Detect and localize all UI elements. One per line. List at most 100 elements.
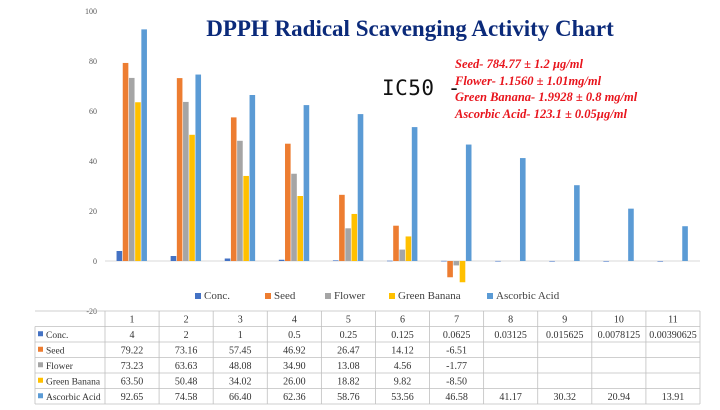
- table-cell: 53.56: [391, 392, 414, 403]
- bar-flower-3: [237, 140, 243, 261]
- table-cell: 57.45: [229, 346, 252, 357]
- bar-flower-7: [453, 261, 460, 266]
- y-tick-label: 80: [89, 57, 97, 66]
- table-cell: 34.90: [283, 361, 306, 372]
- table-cell: -6.51: [446, 346, 467, 357]
- legend-entry-seed: Seed: [274, 290, 296, 302]
- ic50-line-ascorbic-acid: Ascorbic Acid- 123.1 ± 0.05µg/ml: [455, 106, 627, 121]
- bar-green-banana-3: [243, 175, 249, 261]
- bar-green-banana-7: [459, 261, 466, 283]
- bar-flower-4: [291, 173, 297, 261]
- table-header-cell: 6: [400, 315, 405, 326]
- table-cell: 73.16: [175, 346, 198, 357]
- table-cell: 46.58: [445, 392, 468, 403]
- table-cell: 41.17: [499, 392, 522, 403]
- table-cell: 0.5: [288, 330, 301, 341]
- table-header-cell: 2: [184, 315, 189, 326]
- bar-conc-11: [657, 260, 664, 262]
- table-cell: -8.50: [446, 377, 467, 388]
- y-tick-label: 60: [89, 107, 97, 116]
- table-cell: 13.91: [662, 392, 685, 403]
- bar-conc-9: [549, 260, 555, 262]
- bar-green-banana-6: [405, 236, 412, 261]
- table-cell: 30.32: [554, 392, 577, 403]
- data-table: 1 2 3 4 5 6 7 8 9 10 11 Conc. 4 2 1 0.5 0.25 0.125 0.0625 0…: [34, 310, 701, 405]
- table-header-cell: 1: [130, 315, 135, 326]
- table-cell: 4.56: [394, 361, 412, 372]
- legend-swatch-conc: [195, 293, 201, 299]
- table-cell: 0.0625: [443, 330, 471, 341]
- y-tick-label: -20: [86, 307, 97, 316]
- table-row-label-ascorbic-acid: Ascorbic Acid: [46, 393, 101, 403]
- table-cell: 0.125: [391, 330, 414, 341]
- table-cell: 58.76: [337, 392, 360, 403]
- legend-swatch-flower: [325, 293, 331, 299]
- ic50-annotation: Seed- 784.77 ± 1.2 µg/ml Flower- 1.1560 …: [455, 56, 637, 122]
- table-header-cell: 5: [346, 315, 351, 326]
- table-cell: 0.00390625: [649, 330, 697, 341]
- bar-seed-5: [339, 194, 345, 261]
- bar-seed-6: [393, 225, 399, 261]
- table-cell: 62.36: [283, 392, 306, 403]
- table-cell: 20.94: [608, 392, 631, 403]
- bar-green-banana-5: [351, 213, 358, 261]
- ic50-line-flower: Flower- 1.1560 ± 1.01mg/ml: [455, 73, 602, 88]
- table-cell: 48.08: [229, 361, 252, 372]
- table-row-label-green-banana: Green Banana: [46, 378, 101, 388]
- bar-ascorbic-acid-10: [628, 208, 634, 261]
- table-cell: 50.48: [175, 377, 198, 388]
- bar-flower-2: [183, 101, 189, 261]
- table-cell: 0.0078125: [598, 330, 641, 341]
- table-cell: 0.03125: [494, 330, 527, 341]
- table-cell: 2: [184, 330, 189, 341]
- table-cell: 0.015625: [546, 330, 584, 341]
- bar-conc-1: [116, 251, 123, 261]
- table-cell: 74.58: [175, 392, 198, 403]
- bar-ascorbic-acid-7: [465, 144, 472, 261]
- table-header-cell: 4: [292, 315, 297, 326]
- ic50-line-green-banana: Green Banana- 1.9928 ± 0.8 mg/ml: [455, 90, 638, 104]
- table-header-cell: 10: [614, 315, 624, 326]
- bar-ascorbic-acid-6: [411, 127, 418, 261]
- bar-flower-1: [128, 77, 135, 261]
- bar-conc-6: [387, 260, 393, 262]
- y-tick-label: 40: [89, 157, 97, 166]
- chart-title: DPPH Radical Scavenging Activity Chart: [206, 16, 614, 41]
- table-header-cell: 3: [238, 315, 243, 326]
- bar-seed-1: [122, 62, 129, 262]
- table-header-cell: 8: [508, 315, 513, 326]
- legend-swatch-seed: [265, 293, 271, 299]
- table-cell: -1.77: [446, 361, 467, 372]
- table-row-label-flower: Flower: [46, 362, 74, 372]
- table-cell: 92.65: [121, 392, 144, 403]
- table-cell: 0.25: [340, 330, 358, 341]
- bar-conc-5: [332, 260, 339, 262]
- table-cell: 73.23: [121, 361, 144, 372]
- legend-entry-ascorbic-acid: Ascorbic Acid: [496, 290, 560, 302]
- bar-ascorbic-acid-8: [519, 158, 526, 261]
- table-cell: 13.08: [337, 361, 360, 372]
- bar-green-banana-1: [135, 102, 141, 261]
- ic50-line-seed: Seed- 784.77 ± 1.2 µg/ml: [455, 57, 583, 71]
- table-cell: 79.22: [121, 346, 144, 357]
- table-cell: 66.40: [229, 392, 252, 403]
- table-cell: 26.00: [283, 377, 306, 388]
- bar-ascorbic-acid-2: [195, 74, 202, 261]
- bar-flower-6: [399, 249, 405, 261]
- table-row-swatch-green-banana: [38, 377, 43, 383]
- y-tick-label: 100: [85, 7, 97, 16]
- table-cell: 18.82: [337, 377, 360, 388]
- bar-seed-3: [230, 117, 237, 262]
- bar-conc-10: [603, 260, 609, 262]
- table-cell: 63.50: [121, 377, 144, 388]
- table-cell: 1: [238, 330, 243, 341]
- bar-seed-7: [447, 261, 453, 278]
- legend-swatch-green-banana: [389, 293, 395, 299]
- bar-conc-3: [224, 258, 231, 261]
- legend-swatch-ascorbic-acid: [487, 293, 493, 299]
- table-cell: 26.47: [337, 346, 360, 357]
- table-cell: 14.12: [391, 346, 414, 357]
- legend-entry-conc: Conc.: [204, 290, 230, 302]
- bar-ascorbic-acid-11: [682, 226, 688, 261]
